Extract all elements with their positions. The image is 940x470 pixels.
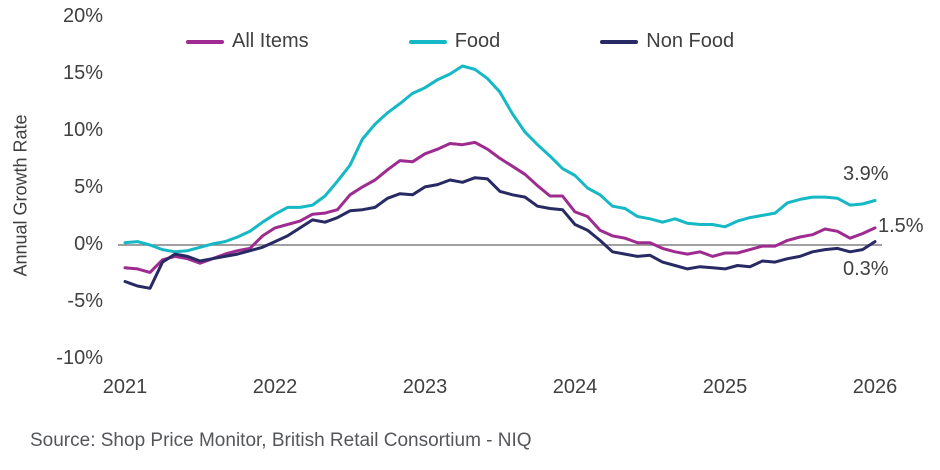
y-tick-label: -10% xyxy=(56,347,103,369)
end-label-food: 3.9% xyxy=(843,163,889,185)
x-tick-label: 2025 xyxy=(702,376,748,398)
legend-item-food: Food xyxy=(408,30,501,53)
x-tick-label: 2026 xyxy=(852,376,898,398)
y-tick-label: 0% xyxy=(74,233,103,255)
legend-swatch-non-food xyxy=(600,39,639,44)
end-label-all-items: 1.5% xyxy=(878,215,924,237)
x-tick-label: 2022 xyxy=(252,376,298,398)
legend-swatch-food xyxy=(408,39,447,44)
x-tick-label: 2024 xyxy=(552,376,598,398)
legend-label-food: Food xyxy=(454,30,501,52)
y-tick-label: 15% xyxy=(62,62,103,84)
y-tick-label: 5% xyxy=(74,176,103,198)
series-line-all-items xyxy=(123,140,877,274)
source-note: Source: Shop Price Monitor, British Reta… xyxy=(30,430,532,451)
y-tick-label: 20% xyxy=(62,5,103,27)
end-label-non-food: 0.3% xyxy=(843,258,889,280)
y-tick-label: -5% xyxy=(67,290,103,312)
series-line-non-food xyxy=(123,176,877,290)
legend-item-non-food: Non Food xyxy=(600,30,734,53)
x-tick-label: 2023 xyxy=(402,376,448,398)
legend-label-all-items: All Items xyxy=(232,30,309,52)
x-tick-label: 2021 xyxy=(102,376,148,398)
legend-item-all-items: All Items xyxy=(186,30,309,53)
legend: All Items Food Non Food xyxy=(186,30,734,53)
y-tick-label: 10% xyxy=(62,119,103,141)
legend-label-non-food: Non Food xyxy=(646,30,735,52)
legend-swatch-all-items xyxy=(186,39,224,44)
series-line-food xyxy=(123,64,877,254)
